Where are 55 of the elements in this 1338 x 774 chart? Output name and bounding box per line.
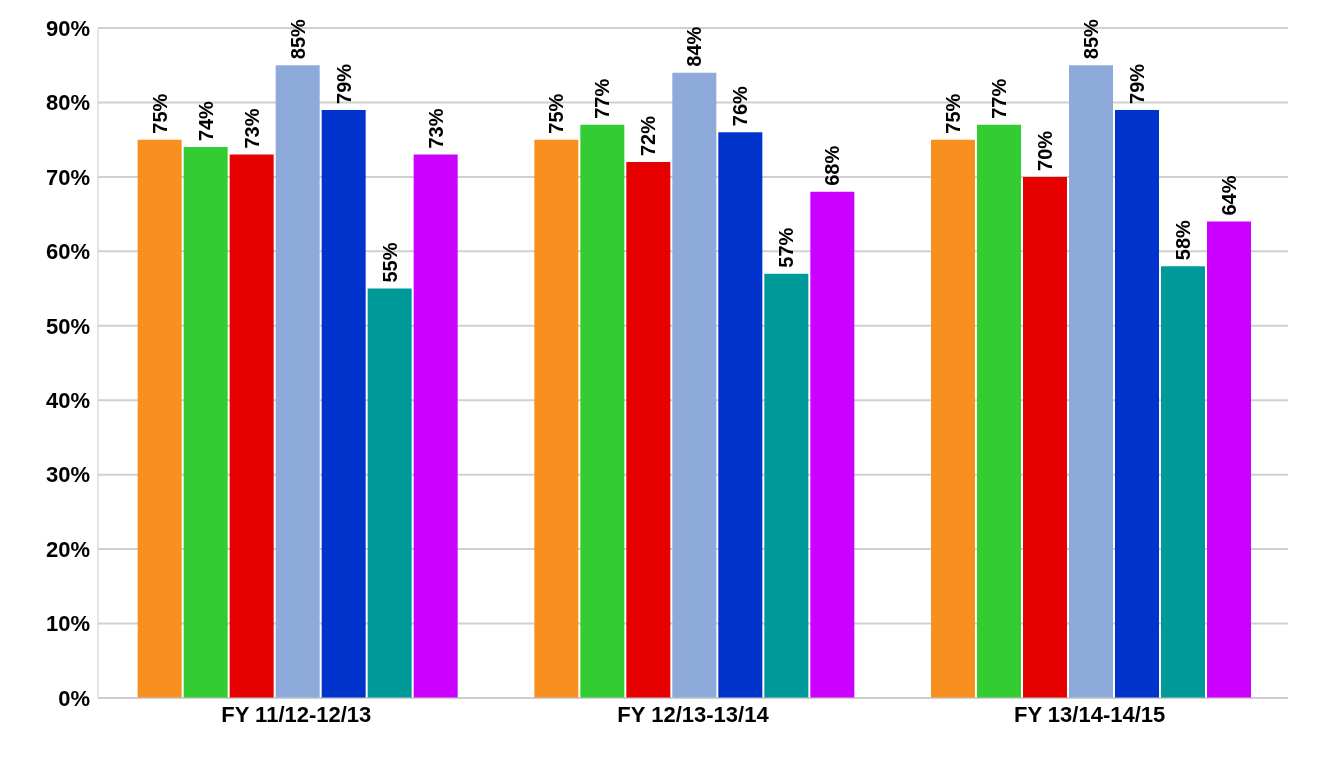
bar	[321, 109, 366, 698]
data-label: 73%	[240, 108, 263, 149]
data-label: 75%	[545, 93, 568, 134]
bar	[1161, 266, 1205, 698]
bar	[764, 273, 809, 698]
bar	[1069, 65, 1113, 698]
data-label: 84%	[683, 26, 706, 67]
bar	[413, 154, 458, 698]
y-tick-label: 70%	[45, 164, 90, 190]
data-label: 68%	[821, 145, 844, 186]
bar	[183, 147, 228, 698]
data-label: 57%	[775, 227, 798, 268]
bar	[672, 72, 717, 698]
y-tick-label: 90%	[45, 15, 90, 41]
bar	[626, 162, 671, 698]
data-label: 58%	[1172, 219, 1194, 261]
data-label: 77%	[988, 78, 1010, 119]
data-label: 85%	[1080, 18, 1102, 60]
data-label: 85%	[286, 18, 309, 60]
y-tick-label: 40%	[45, 388, 90, 414]
bar	[580, 124, 625, 698]
bar	[229, 154, 274, 698]
data-label: 79%	[1126, 63, 1148, 104]
data-label: 79%	[332, 63, 355, 104]
bar	[931, 139, 975, 698]
bar	[275, 65, 320, 698]
bar	[1115, 109, 1159, 698]
y-tick-label: 0%	[58, 685, 90, 711]
bar	[718, 132, 763, 698]
y-tick-label: 50%	[45, 313, 90, 339]
data-label: 76%	[729, 85, 752, 127]
bar	[137, 139, 182, 698]
data-label: 70%	[1034, 130, 1056, 171]
data-label: 75%	[942, 93, 964, 134]
data-label: 75%	[148, 93, 171, 134]
data-label: 73%	[424, 108, 447, 149]
y-tick-label: 60%	[45, 239, 90, 265]
data-label: 77%	[591, 78, 614, 119]
y-tick-label: 20%	[45, 536, 90, 562]
bar	[977, 124, 1021, 698]
x-tick-label: FY 13/14-14/15	[1014, 701, 1166, 727]
data-label: 64%	[1218, 175, 1240, 216]
data-label: 74%	[194, 100, 217, 142]
bar	[1207, 221, 1251, 698]
y-tick-label: 30%	[45, 462, 90, 488]
data-label: 72%	[637, 115, 660, 156]
bar	[810, 191, 855, 698]
bar	[367, 288, 412, 698]
bar	[534, 139, 579, 698]
x-tick-label: FY 11/12-12/13	[221, 701, 372, 727]
y-tick-label: 80%	[45, 90, 90, 116]
data-label: 55%	[378, 242, 401, 283]
bar	[1023, 176, 1067, 698]
y-tick-label: 10%	[45, 611, 90, 637]
x-tick-label: FY 12/13-13/14	[617, 701, 770, 727]
